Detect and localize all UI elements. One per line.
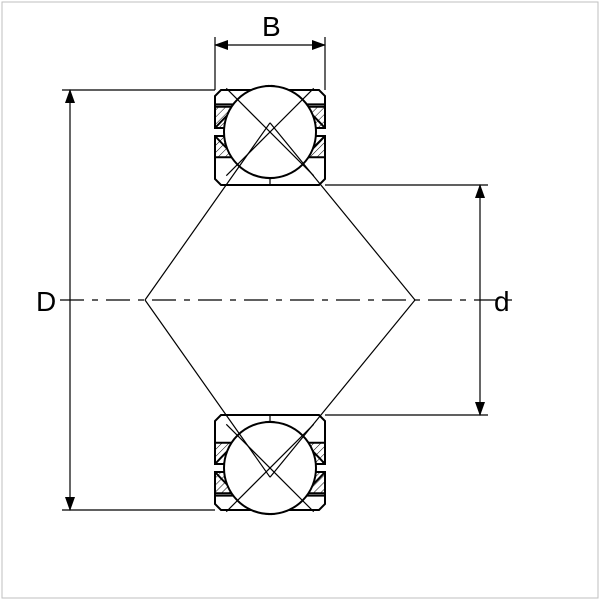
width-label: B [262,11,281,43]
bearing-cross-section-svg [0,0,600,600]
outer-diameter-label: D [36,286,56,318]
inner-diameter-label: d [494,286,510,318]
diagram-stage: D d B [0,0,600,600]
